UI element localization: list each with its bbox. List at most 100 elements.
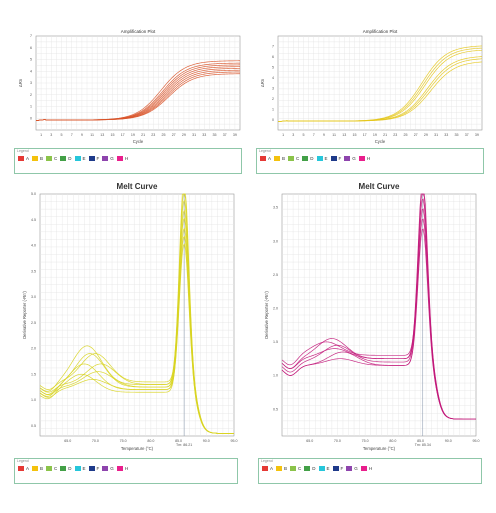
- x-tick-label: 80.0: [147, 439, 154, 443]
- legend-items: A B C D E F G H: [18, 466, 128, 471]
- x-tick-label: 23: [151, 133, 155, 137]
- legend-label: D: [68, 156, 72, 161]
- legend-item-a: A: [260, 156, 271, 161]
- y-tick-label: 1: [30, 105, 32, 109]
- legend-swatch: [88, 466, 95, 471]
- legend-panel-bottom-right: Legend A B C D E F G H: [258, 458, 482, 484]
- legend-swatch: [304, 466, 311, 471]
- x-tick-label: 9: [323, 133, 325, 137]
- amplification-plot-left: Amplification Plot 1 3 5 7 9 11 13 15 17 19 21 23 25 2…: [14, 28, 246, 146]
- legend-item-f: F: [332, 466, 344, 471]
- legend-item-d: D: [304, 466, 316, 471]
- legend-item-c: C: [290, 466, 301, 471]
- x-tick-label: 25: [404, 133, 408, 137]
- legend-item-h: H: [116, 156, 128, 161]
- y-tick-label: 2.5: [31, 321, 36, 325]
- y-tick-label: 7: [272, 45, 274, 49]
- x-tick-label: 75.0: [120, 439, 127, 443]
- melt-curve-right-svg: Melt Curve 65.0 70.0 75.0 80.0 85.0 90.0 95.0 0.…: [264, 182, 480, 451]
- legend-item-b: B: [32, 156, 43, 161]
- series-line: [39, 243, 234, 434]
- legend-label: A: [26, 466, 30, 471]
- legend-item-e: E: [316, 156, 328, 161]
- legend-label: D: [310, 156, 314, 161]
- series-line: [281, 218, 476, 420]
- legend-item-g: G: [102, 156, 114, 161]
- y-tick-label: 3: [30, 81, 32, 85]
- x-tick-label: 21: [141, 133, 145, 137]
- legend-label: B: [284, 466, 288, 471]
- y-tick-label: 4.0: [31, 244, 36, 248]
- series-line: [35, 73, 241, 121]
- y-tick-label: 1.0: [273, 374, 278, 378]
- legend-item-d: D: [60, 156, 72, 161]
- x-tick-label: 29: [424, 133, 428, 137]
- legend-item-e: E: [74, 466, 86, 471]
- legend-item-a: A: [18, 466, 29, 471]
- chart-title: Amplification Plot: [363, 29, 398, 34]
- legend-swatch: [60, 466, 67, 471]
- y-tick-label: 2.0: [31, 347, 36, 351]
- legend-items: A B C D E F G H: [260, 156, 370, 161]
- legend-label: D: [312, 466, 316, 471]
- legend-swatch: [60, 156, 67, 161]
- legend-label: G: [110, 466, 114, 471]
- x-tick-label: 25: [162, 133, 166, 137]
- x-axis-label: Temperature (°C): [121, 446, 154, 451]
- legend-item-a: A: [18, 156, 29, 161]
- x-tick-label: 5: [303, 133, 305, 137]
- y-tick-label: 0: [272, 118, 274, 122]
- legend-item-h: H: [116, 466, 128, 471]
- y-tick-label: 5: [272, 66, 274, 70]
- legend-item-b: B: [276, 466, 287, 471]
- x-tick-label: 80.0: [389, 439, 396, 443]
- legend-swatch: [344, 156, 351, 161]
- y-tick-label: 4.5: [31, 218, 36, 222]
- legend-item-b: B: [32, 466, 43, 471]
- legend-label: H: [366, 156, 371, 161]
- legend-swatch: [276, 466, 283, 471]
- y-tick-label: 4: [30, 69, 32, 73]
- y-tick-label: 2: [30, 93, 32, 97]
- legend-label: G: [110, 156, 114, 161]
- legend-item-g: G: [102, 466, 114, 471]
- legend-item-c: C: [46, 466, 57, 471]
- legend-label: E: [324, 156, 328, 161]
- y-tick-label: 0: [30, 116, 32, 120]
- y-axis-label: ΔRn: [18, 78, 23, 87]
- legend-item-e: E: [74, 156, 86, 161]
- y-tick-label: 0.5: [273, 407, 278, 411]
- legend-items: A B C D E F G H: [262, 466, 372, 471]
- legend-panel-top-right: Legend A B C D E F G H: [256, 148, 484, 174]
- legend-label: E: [82, 466, 86, 471]
- x-tick-label: 31: [434, 133, 438, 137]
- legend-label: C: [296, 156, 300, 161]
- x-tick-label: 75.0: [362, 439, 369, 443]
- legend-title: Legend: [17, 149, 29, 153]
- legend-item-c: C: [288, 156, 299, 161]
- legend-title: Legend: [17, 459, 29, 463]
- chart-title: Melt Curve: [117, 182, 158, 191]
- legend-label: C: [54, 156, 58, 161]
- legend-label: C: [298, 466, 302, 471]
- legend-item-f: F: [88, 156, 99, 161]
- legend-item-b: B: [274, 156, 285, 161]
- legend-item-g: G: [344, 156, 356, 161]
- melt-curve-left: Melt Curve 65.0 70.0 75.0 80.0 85.0 90.0 95.0 0.…: [14, 180, 240, 460]
- legend-label: H: [368, 466, 373, 471]
- legend-label: G: [354, 466, 358, 471]
- legend-swatch: [102, 466, 109, 471]
- legend-label: G: [352, 156, 356, 161]
- legend-label: F: [340, 466, 344, 471]
- legend-item-h: H: [360, 466, 373, 471]
- x-tick-label: 13: [100, 133, 104, 137]
- y-tick-label: 1: [272, 107, 274, 111]
- legend-swatch: [302, 156, 309, 161]
- x-tick-label: 1: [40, 133, 42, 137]
- legend-swatch: [262, 466, 268, 471]
- legend-item-f: F: [88, 466, 99, 471]
- legend-item-e: E: [318, 466, 330, 471]
- x-tick-label: 70.0: [334, 439, 341, 443]
- y-tick-label: 4: [272, 76, 274, 80]
- legend-swatch: [358, 156, 365, 161]
